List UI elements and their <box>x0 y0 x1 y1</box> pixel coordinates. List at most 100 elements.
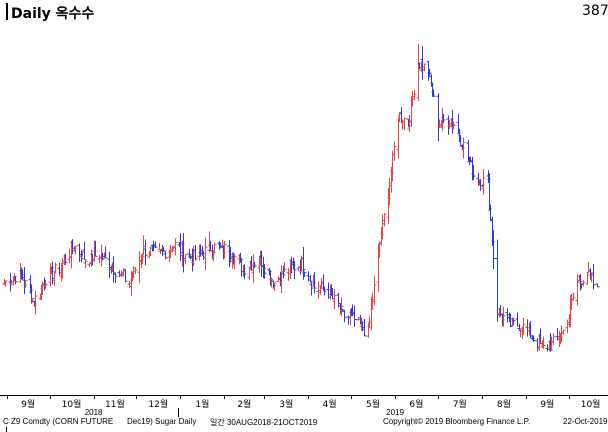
chart-header: Daily 옥수수 387 <box>0 0 608 24</box>
ohlc-bar <box>30 298 35 303</box>
ohlc-bar <box>431 89 436 97</box>
ohlc-bar <box>123 269 128 283</box>
ohlc-bar <box>306 271 311 282</box>
ohlc-bar <box>412 89 417 101</box>
footer-instrument: Dec19) Sugar Daily <box>127 417 197 426</box>
ohlc-bar <box>342 310 347 323</box>
x-tick-label: 3월 <box>279 398 293 410</box>
ohlc-bar <box>581 280 586 287</box>
ohlc-bar <box>292 261 297 280</box>
ohlc-bar <box>143 239 148 266</box>
ohlc-bar <box>366 322 371 338</box>
ohlc-bar <box>82 241 87 260</box>
ohlc-bar <box>322 286 327 296</box>
ohlc-bar <box>251 254 256 283</box>
footer-copyright: Copyright© 2019 Bloomberg Finance L.P. <box>383 417 531 426</box>
ohlc-bars <box>2 44 600 352</box>
ohlc-bar <box>382 213 387 227</box>
ohlc-bar <box>392 141 397 162</box>
ohlc-bar <box>137 251 142 284</box>
ohlc-bar <box>336 293 341 308</box>
ohlc-bar <box>52 271 57 286</box>
ohlc-bar <box>107 251 112 279</box>
ohlc-bar <box>340 308 345 311</box>
ohlc-bar <box>416 44 421 101</box>
title-marker <box>6 3 8 20</box>
ohlc-bar <box>309 282 314 296</box>
ohlc-bar <box>511 319 516 326</box>
ohlc-bar <box>113 272 118 283</box>
ohlc-bar <box>212 242 217 253</box>
ohlc-bar <box>63 253 68 265</box>
ohlc-bar <box>531 335 536 342</box>
ohlc-bar <box>193 244 198 261</box>
ohlc-bar <box>67 248 72 264</box>
ohlc-bar <box>571 292 576 301</box>
x-tick-label: 1월 <box>195 398 209 410</box>
ohlc-bar <box>318 285 323 295</box>
ohlc-bar <box>301 246 306 280</box>
ohlc-bar <box>282 262 287 273</box>
ohlc-bar <box>578 274 583 291</box>
ohlc-bar <box>157 243 162 251</box>
x-tick-label: 7월 <box>453 398 467 410</box>
ohlc-bar <box>103 246 108 259</box>
ohlc-bar <box>127 280 132 289</box>
ohlc-bar <box>312 271 317 294</box>
ohlc-bar <box>73 245 78 255</box>
ohlc-bar <box>23 279 28 288</box>
ohlc-bar <box>436 93 441 142</box>
ohlc-bar <box>521 317 526 335</box>
ohlc-bar <box>242 264 247 280</box>
ohlc-bar <box>272 282 277 292</box>
ohlc-bar <box>153 241 158 248</box>
x-tick-label: 5월 <box>366 398 380 410</box>
ohlc-bar <box>501 306 506 327</box>
ohlc-bar <box>77 243 82 263</box>
ohlc-bar <box>286 268 291 281</box>
x-tick-label: 9월 <box>21 398 35 410</box>
ohlc-bar <box>585 272 590 285</box>
x-tick-label: 8월 <box>497 398 511 410</box>
last-price: 387 <box>582 3 608 19</box>
x-tick-label: 11월 <box>105 398 125 410</box>
ohlc-bar <box>595 283 600 288</box>
chart-title: Daily 옥수수 <box>11 6 95 22</box>
ohlc-bar <box>141 235 146 256</box>
ohlc-bar <box>87 262 92 267</box>
ohlc-bar <box>53 262 58 273</box>
ohlc-bar <box>510 317 515 327</box>
x-tick-label: 12월 <box>148 398 168 410</box>
ohlc-bar <box>372 276 377 306</box>
footer-security: C Z9 Comdty (CORN FUTURE <box>3 417 114 426</box>
ohlc-bar <box>161 246 166 252</box>
ohlc-bar <box>548 333 553 352</box>
ohlc-bar <box>591 264 596 290</box>
ohlc-bar <box>332 289 337 310</box>
ohlc-bar <box>352 305 357 327</box>
ohlc-bar <box>575 274 580 306</box>
ohlc-bar <box>222 241 227 259</box>
x-tick-label: 10월 <box>581 398 601 410</box>
x-tick-label: 6월 <box>409 398 423 410</box>
ohlc-bar <box>565 319 570 334</box>
x-year-label: 2018 <box>85 408 103 417</box>
ohlc-bar <box>203 237 208 271</box>
ohlc-bar <box>170 246 175 253</box>
ohlc-bar <box>491 229 496 270</box>
footer-date: 22-Oct-2019 <box>563 417 608 426</box>
chart-footer: C Z9 Comdty (CORN FUTURE Dec19) Sugar Da… <box>0 417 608 432</box>
ohlc-bar <box>232 254 237 270</box>
ohlc-bar <box>461 137 466 159</box>
ohlc-bar <box>326 282 331 299</box>
ohlc-bar <box>427 68 432 77</box>
ohlc-bar <box>362 318 367 337</box>
ohlc-bar <box>13 276 18 285</box>
ohlc-bar <box>173 238 178 256</box>
ohlc-bar <box>402 117 407 131</box>
x-tick-label: 10월 <box>62 398 82 410</box>
ohlc-bar <box>308 275 313 283</box>
ohlc-bar <box>83 259 88 269</box>
